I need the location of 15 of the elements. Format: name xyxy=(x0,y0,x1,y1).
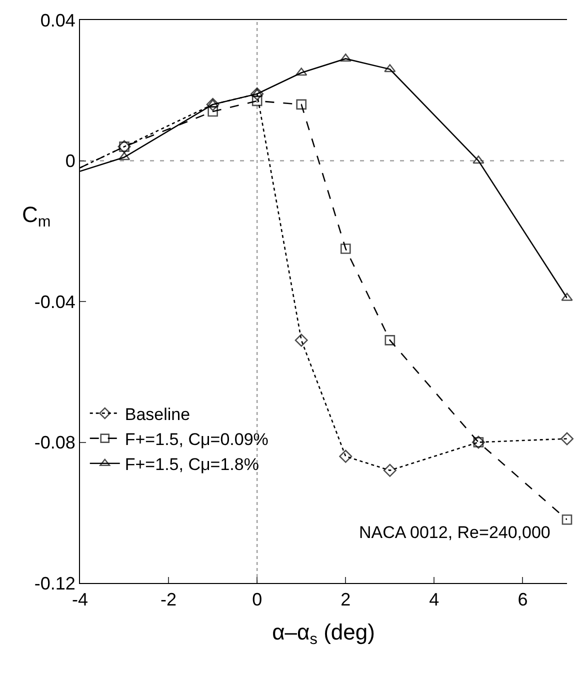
legend-label: F+=1.5, Cμ=0.09% xyxy=(124,430,268,449)
x-tick-label: 4 xyxy=(429,590,440,610)
y-tick-label: 0.04 xyxy=(40,10,76,30)
y-axis-title: C$_{m}$ xyxy=(22,202,51,231)
x-tick-label: 6 xyxy=(518,590,528,610)
legend-label: F+=1.5, Cμ=1.8% xyxy=(124,455,259,474)
x-axis-title: α–α$_{s}$ (deg) xyxy=(272,620,375,648)
y-tick-label: 0 xyxy=(65,151,76,172)
x-tick-label: -2 xyxy=(160,590,177,610)
y-tick-label: -0.04 xyxy=(34,292,76,312)
x-tick-label: 0 xyxy=(252,590,262,610)
x-tick-label: 2 xyxy=(340,590,351,610)
y-tick-label: -0.08 xyxy=(34,432,76,453)
annotation: NACA 0012, Re=240,000 xyxy=(359,523,550,542)
legend-label: Baseline xyxy=(124,404,190,424)
